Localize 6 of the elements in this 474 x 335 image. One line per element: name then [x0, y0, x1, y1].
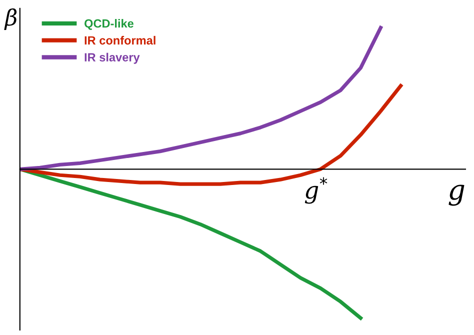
annotation: g$^{*}$ — [304, 177, 328, 204]
y-axis-title: β — [4, 8, 17, 30]
legend-label: IR conformal — [84, 36, 156, 45]
legend-label: QCD-like — [84, 19, 134, 30]
legend-label: IR slavery — [84, 52, 140, 64]
x-axis-title: g — [448, 184, 464, 206]
